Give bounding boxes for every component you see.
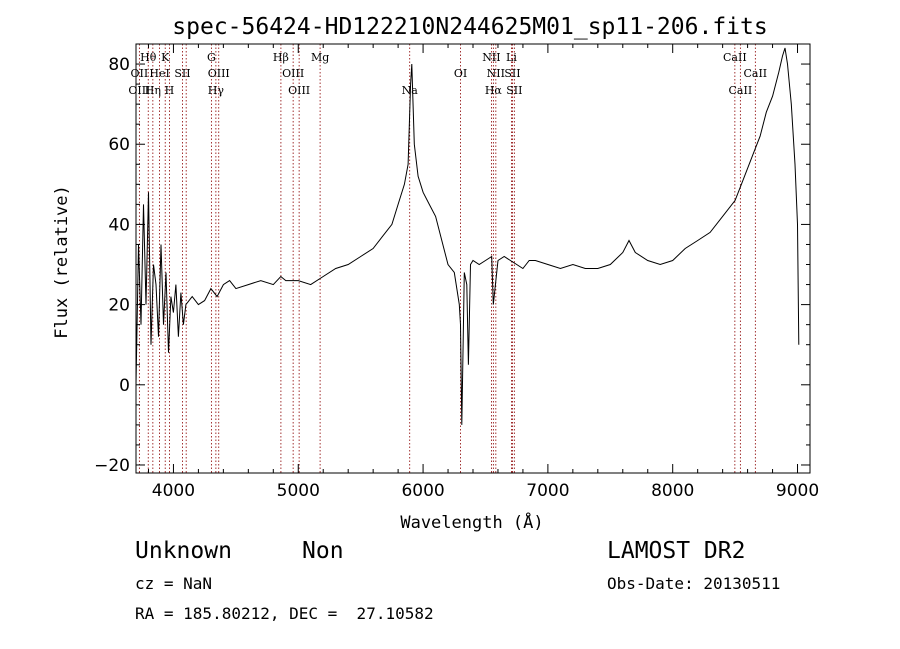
plot-frame (135, 43, 811, 474)
object-type: Unknown (135, 538, 232, 564)
x-tick-label-3: 7000 (526, 481, 569, 501)
x-axis: 4000 5000 6000 7000 8000 9000 (147, 44, 819, 501)
y-tick-label-0: −20 (94, 456, 130, 476)
line-label-5: NII (482, 51, 500, 64)
line-label-19: H (165, 84, 175, 97)
line-label-4: Mg (311, 51, 329, 64)
line-label-16: CaII (743, 67, 767, 80)
line-label-13: OI (454, 67, 467, 80)
obs-date: Obs-Date: 20130511 (607, 574, 781, 593)
y-axis: −20 0 20 40 60 80 (94, 55, 810, 476)
redshift-text: cz = NaN (135, 574, 213, 593)
line-label-14: NII (487, 67, 505, 80)
y-tick-label-5: 80 (108, 55, 130, 75)
line-label-12: OIII (282, 67, 304, 80)
line-label-23: Hα (485, 84, 503, 97)
x-tick-label-1: 5000 (277, 481, 320, 501)
line-label-2: G (207, 51, 216, 64)
survey-name: LAMOST DR2 (607, 538, 746, 564)
line-label-25: CaII (729, 84, 753, 97)
y-axis-label: Flux (relative) (52, 185, 72, 339)
spectrum-line (135, 47, 800, 425)
line-label-21: OIII (288, 84, 310, 97)
object-subclass: Non (302, 538, 344, 564)
line-label-20: Hγ (208, 84, 225, 97)
x-tick-label-0: 4000 (152, 481, 195, 501)
line-label-15: SII (504, 67, 520, 80)
y-tick-label-2: 20 (108, 296, 130, 316)
line-label-9: HeI (149, 67, 169, 80)
y-tick-label-4: 60 (108, 135, 130, 155)
line-label-17: OIII (128, 84, 150, 97)
x-tick-label-2: 6000 (401, 481, 444, 501)
x-axis-label: Wavelength (Å) (400, 511, 543, 533)
coordinates-text: RA = 185.80212, DEC = 27.10582 (135, 604, 434, 623)
x-tick-label-5: 9000 (776, 481, 819, 501)
x-tick-label-4: 8000 (651, 481, 694, 501)
line-label-0: Hθ (140, 51, 157, 64)
line-label-18: Hη (145, 84, 161, 97)
line-label-7: CaII (723, 51, 747, 64)
line-label-8: OII (131, 67, 149, 80)
line-label-1: K (161, 51, 170, 64)
line-label-6: Li (506, 51, 517, 64)
line-label-24: SII (506, 84, 522, 97)
y-tick-label-1: 0 (119, 376, 130, 396)
line-label-11: OIII (208, 67, 230, 80)
line-label-10: SII (174, 67, 190, 80)
line-label-3: Hβ (273, 51, 289, 64)
y-tick-label-3: 40 (108, 215, 130, 235)
line-markers (138, 44, 756, 473)
chart-title: spec-56424-HD122210N244625M01_sp11-206.f… (172, 14, 767, 40)
